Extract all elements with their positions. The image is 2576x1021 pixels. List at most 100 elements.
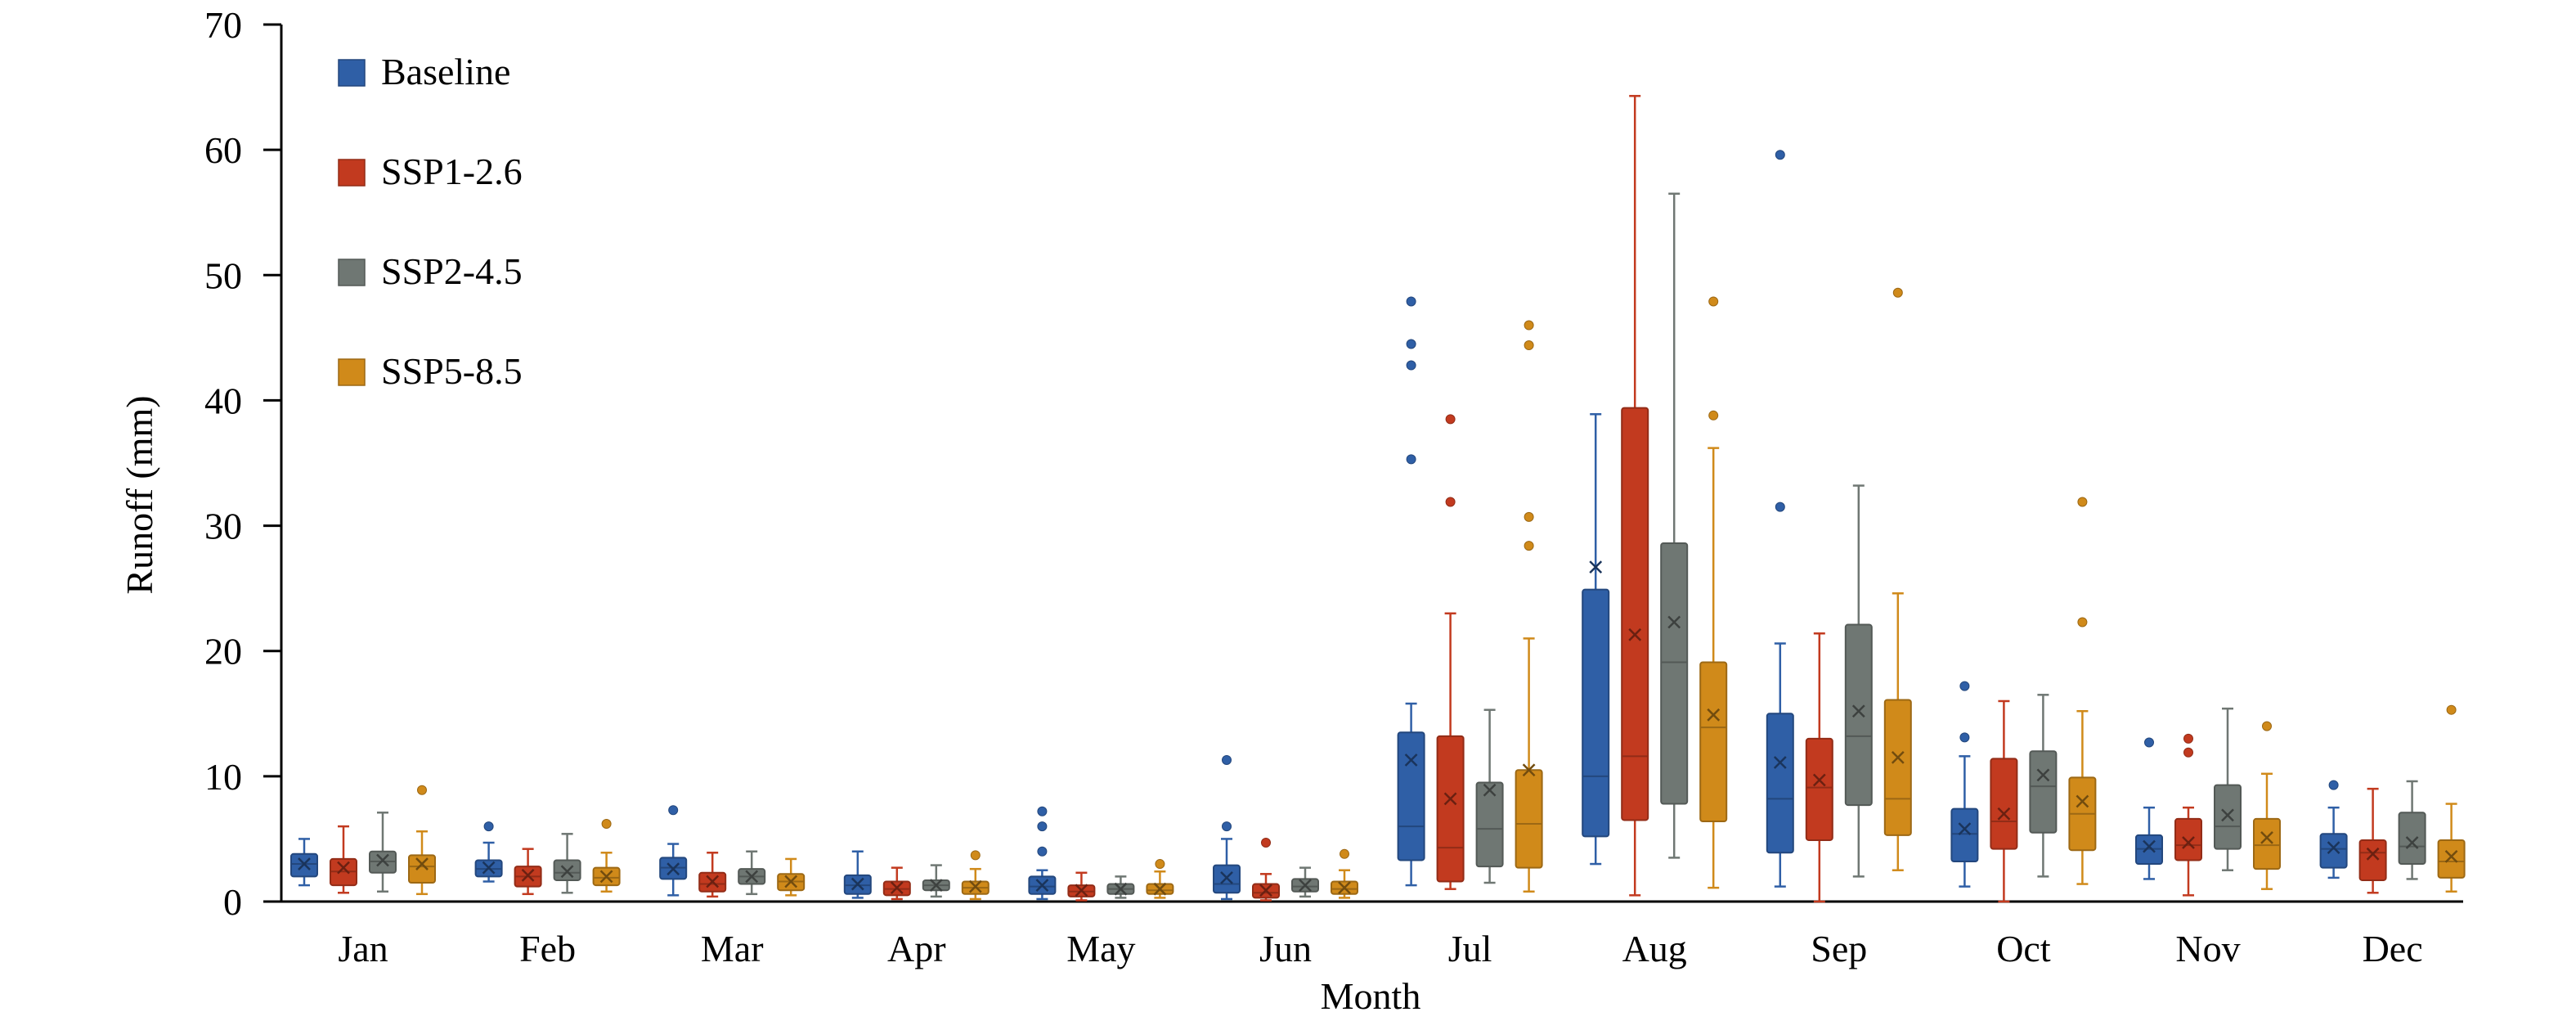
outlier-point: [1222, 821, 1232, 832]
box: [1515, 769, 1543, 869]
box-group: [2029, 694, 2058, 878]
legend-swatch: [338, 159, 366, 187]
mean-marker: [1522, 763, 1536, 777]
box: [1436, 735, 1465, 883]
box-group: [1106, 875, 1135, 899]
box-group: [1252, 838, 1280, 902]
mean-marker: [415, 857, 429, 870]
box: [1397, 731, 1425, 861]
box: [2174, 817, 2202, 861]
y-tick-label: 10: [204, 756, 242, 798]
outlier-point: [1708, 296, 1719, 307]
box-group: [1621, 95, 1649, 897]
mean-marker: [1220, 871, 1233, 884]
mean-marker: [1404, 753, 1418, 767]
mean-marker: [2143, 839, 2156, 853]
mean-marker: [2221, 808, 2234, 822]
x-tick-label: Jul: [1448, 928, 1492, 969]
mean-marker: [1259, 884, 1272, 897]
outlier-point: [2328, 780, 2339, 790]
x-tick-label: Oct: [1996, 928, 2051, 969]
box-group: [290, 838, 318, 887]
box: [1621, 407, 1649, 821]
box-group: [514, 848, 542, 896]
y-tick-label: 60: [204, 129, 242, 171]
x-tick-label: Aug: [1622, 928, 1687, 969]
y-axis-title: Runoff (mm): [119, 395, 160, 594]
box-group: [1291, 866, 1319, 898]
x-tick-label: Jan: [338, 928, 388, 969]
box: [1766, 713, 1794, 854]
mean-marker: [1035, 879, 1049, 892]
outlier-point: [1524, 511, 1534, 522]
box-group: [1146, 859, 1174, 899]
mean-marker: [482, 861, 496, 875]
outlier-point: [1261, 838, 1271, 848]
legend-label: SSP5-8.5: [381, 350, 523, 392]
box-group: [2174, 733, 2202, 897]
mean-marker: [784, 875, 798, 888]
y-tick-label: 40: [204, 380, 242, 421]
mean-marker: [1338, 881, 1351, 895]
mean-marker: [1891, 751, 1905, 764]
outlier-point: [1959, 681, 1970, 691]
box: [2319, 833, 2348, 869]
mean-marker: [2327, 841, 2340, 855]
y-tick-label: 50: [204, 254, 242, 296]
y-tick-label: 70: [204, 4, 242, 46]
box-group: [1213, 754, 1241, 901]
mean-marker: [376, 853, 389, 867]
axes-layer: Runoff (mm) Month: [119, 25, 2463, 1017]
box-group: [330, 825, 357, 894]
mean-marker: [1299, 879, 1312, 892]
x-tick-label: May: [1066, 928, 1135, 969]
outlier-point: [2183, 747, 2193, 758]
outlier-point: [1524, 320, 1534, 331]
box-group: [1331, 848, 1358, 899]
box-group: [369, 812, 397, 893]
box-group: [1844, 484, 1873, 878]
outlier-point: [2446, 704, 2457, 715]
box-group: [592, 819, 621, 893]
box-group: [2437, 704, 2466, 893]
box: [2214, 784, 2242, 850]
y-tick-label: 20: [204, 631, 242, 672]
box-group: [1766, 150, 1794, 888]
mean-marker: [298, 857, 311, 870]
outlier-point: [1524, 541, 1534, 551]
box-group: [659, 805, 688, 897]
x-tick-label: Dec: [2363, 928, 2423, 969]
mean-marker: [2036, 768, 2050, 782]
mean-marker: [1958, 822, 1972, 836]
box-group: [1515, 320, 1543, 893]
mean-marker: [1114, 882, 1128, 896]
outlier-point: [2144, 737, 2154, 748]
ticks-layer: 0 10 20 30 40 50 60 70 Jan Feb Mar Apr May Jun Jul Aug S…: [204, 4, 2423, 969]
outlier-point: [1037, 846, 1048, 857]
mean-marker: [2444, 849, 2458, 863]
legend: Baseline SSP1-2.6 SSP2-4.5 SSP5-8.5: [338, 51, 523, 392]
legend-swatch: [338, 358, 366, 386]
x-tick-label: Sep: [1811, 928, 1867, 969]
mean-marker: [521, 868, 535, 882]
box: [2398, 812, 2426, 866]
box-group: [777, 857, 806, 897]
mean-marker: [706, 875, 720, 888]
box: [1582, 588, 1610, 838]
mean-marker: [1589, 560, 1603, 573]
legend-swatch: [338, 59, 366, 87]
mean-marker: [1667, 615, 1681, 629]
box-group: [1582, 413, 1610, 866]
box-group: [2214, 707, 2242, 871]
mean-marker: [850, 877, 864, 891]
box-group: [922, 864, 950, 898]
box-group: [1805, 632, 1833, 903]
outlier-point: [1037, 806, 1048, 816]
box: [2029, 750, 2058, 834]
box: [408, 854, 436, 884]
boxes-layer: [290, 95, 2466, 903]
box: [1844, 623, 1873, 807]
box-group: [1660, 192, 1689, 859]
box-group: [698, 852, 727, 898]
